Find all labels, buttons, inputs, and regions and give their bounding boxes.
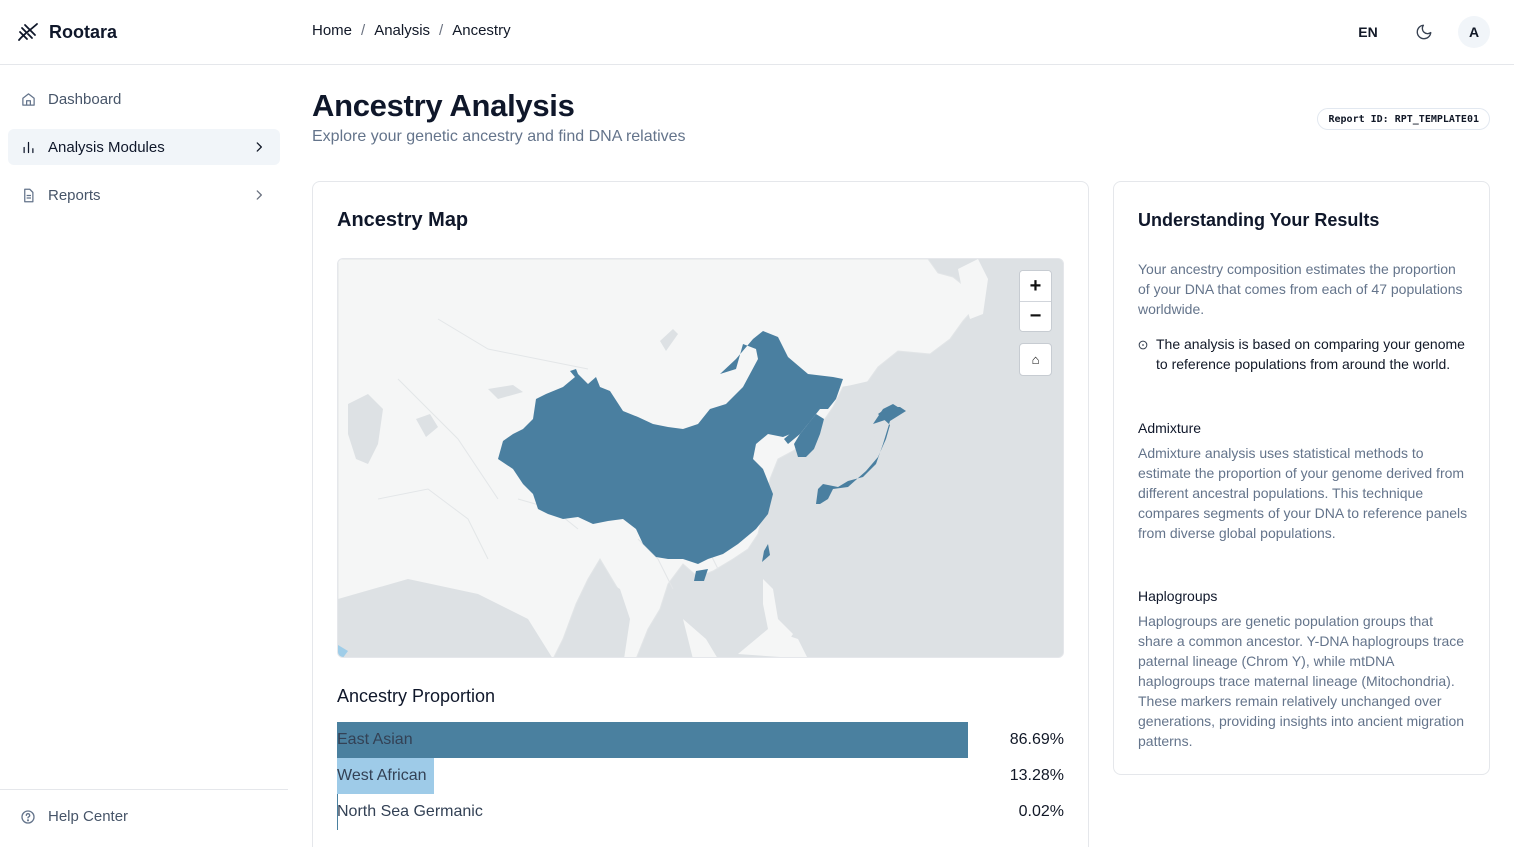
info-intro: Your ancestry composition estimates the … [1138,261,1463,317]
region-china[interactable] [498,331,843,564]
sidebar-footer: Help Center [0,789,288,847]
breadcrumb-analysis[interactable]: Analysis [374,22,431,39]
app-name: Rootara [49,21,118,42]
proportion-bar [337,758,434,794]
theme-toggle-button[interactable] [1408,16,1440,48]
understanding-results-card: Understanding Your Results Your ancestry… [1113,181,1490,775]
lake-caspian [348,394,383,464]
chevron-right-icon [256,142,262,152]
info-note: The analysis is based on comparing your … [1138,334,1468,374]
avatar[interactable]: A [1458,16,1490,48]
chevron-right-icon [256,190,262,200]
region-hokkaido[interactable] [873,404,904,424]
lake-baikal [660,329,678,351]
page-subtitle: Explore your genetic ancestry and find D… [312,128,686,145]
moon-icon [1416,24,1432,40]
ancestry-map-card: Ancestry Map [312,181,1089,847]
land-sakhalin [958,259,988,319]
home-icon [20,91,36,107]
haplogroups-heading: Haplogroups [1138,588,1218,604]
proportion-row[interactable]: West African 13.28% [337,758,1064,794]
proportion-value: 86.69% [1009,731,1064,748]
admixture-heading: Admixture [1138,420,1202,436]
water-arabian-sea [338,579,552,657]
proportion-value: 13.28% [1009,767,1064,784]
region-hainan[interactable] [694,569,708,581]
land-borneo [738,629,807,657]
bar-chart-icon [20,139,36,155]
region-japan[interactable] [816,407,906,504]
sidebar-item-label: Analysis Modules [48,138,165,156]
proportion-bar [337,722,968,758]
proportion-row[interactable]: North Sea Germanic 0.02% [337,794,1064,830]
help-circle-icon [21,809,35,824]
land-philippines [763,579,793,649]
zoom-out-button[interactable]: − [1020,301,1051,331]
header-actions: EN A [1348,16,1490,48]
sidebar-item-label: Reports [48,186,101,204]
ancestry-map[interactable]: + − ⌂ [337,258,1064,658]
breadcrumb-home[interactable]: Home [312,22,353,39]
ancestry-proportion-title: Ancestry Proportion [337,686,496,706]
top-bar: Rootara Home / Analysis / Ancestry EN A [0,0,1514,65]
breadcrumb: Home / Analysis / Ancestry [312,22,511,39]
proportion-label: West African [337,767,427,784]
water-bay-of-bengal [563,577,630,657]
sidebar-item-reports[interactable]: Reports [8,177,280,213]
proportion-label: North Sea Germanic [337,803,483,820]
breadcrumb-ancestry: Ancestry [452,22,511,39]
zoom-in-button[interactable]: + [1020,271,1051,301]
understanding-results-title: Understanding Your Results [1138,210,1380,230]
proportion-value: 0.02% [1018,803,1064,820]
info-circle-icon [1138,340,1148,350]
proportion-row[interactable]: East Asian 86.69% [337,722,1064,758]
admixture-text: Admixture analysis uses statistical meth… [1138,445,1468,541]
sidebar-item-dashboard[interactable]: Dashboard [8,81,280,117]
document-icon [20,187,36,203]
zoom-controls: + − [1019,270,1052,332]
sidebar-item-label: Dashboard [48,90,122,108]
region-north-korea[interactable] [784,414,816,444]
help-center-link[interactable]: Help Center [20,808,128,825]
region-korea[interactable] [794,414,824,457]
proportion-bar [337,794,338,830]
region-west-africa-hint[interactable] [338,645,348,658]
land-sumatra [683,619,717,657]
language-selector[interactable]: EN [1358,24,1378,40]
map-canvas[interactable] [338,259,1064,658]
brand[interactable]: Rootara [16,19,117,45]
report-id-badge: Report ID: RPT_TEMPLATE01 [1317,108,1490,130]
info-note-text: The analysis is based on comparing your … [1156,336,1465,372]
lake-balkhash [488,385,523,399]
breadcrumb-separator: / [361,22,366,39]
dna-logo-icon [18,23,38,41]
sidebar: Dashboard Analysis Modules Reports Help … [0,65,288,847]
ancestry-map-title: Ancestry Map [337,209,469,231]
proportion-label: East Asian [337,731,413,748]
haplogroups-text: Haplogroups are genetic population group… [1138,613,1465,749]
sidebar-item-analysis-modules[interactable]: Analysis Modules [8,129,280,165]
lake-aral [416,414,438,437]
page-title: Ancestry Analysis [312,88,575,123]
help-center-label: Help Center [48,808,129,825]
sea-of-japan [828,357,928,459]
breadcrumb-separator: / [439,22,444,39]
region-taiwan[interactable] [762,544,770,562]
map-home-button[interactable]: ⌂ [1019,343,1052,376]
